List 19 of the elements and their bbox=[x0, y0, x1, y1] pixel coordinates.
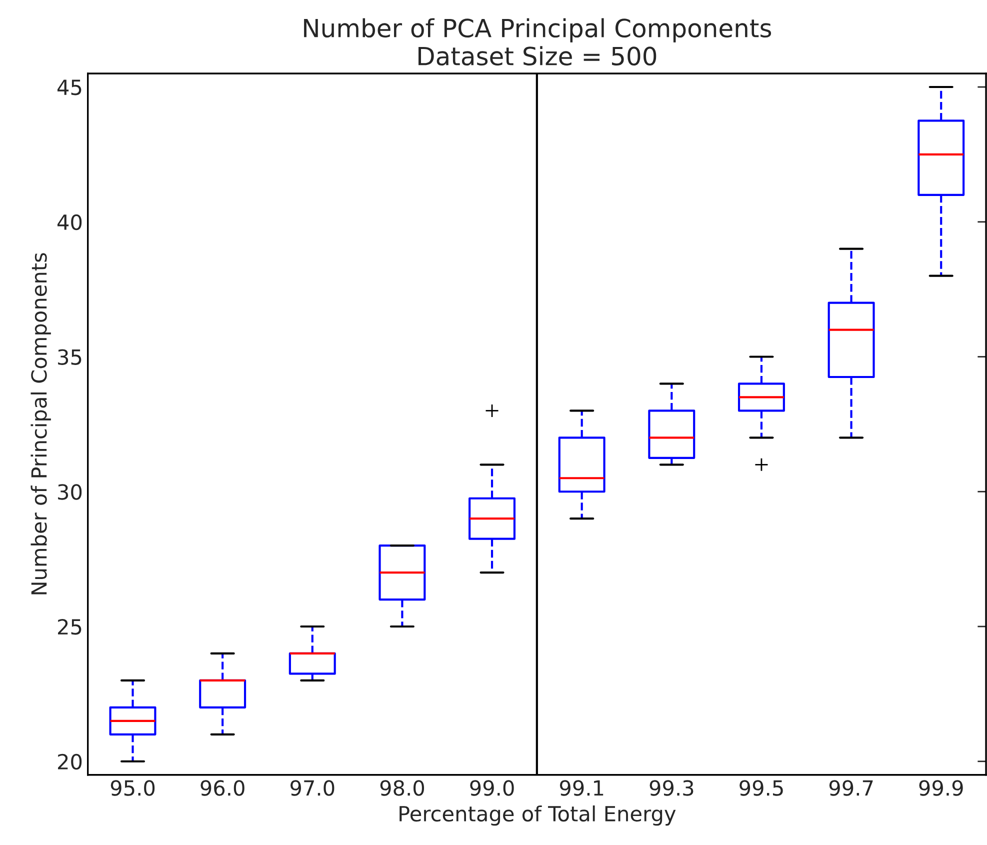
y-axis-title: Number of Principal Components bbox=[30, 253, 51, 594]
x-tick-label: 95.0 bbox=[110, 780, 155, 796]
y-tick-label: 20 bbox=[58, 754, 82, 770]
x-tick-label: 98.0 bbox=[380, 780, 424, 796]
x-tick-label: 99.3 bbox=[650, 780, 694, 796]
y-tick-label: 45 bbox=[57, 80, 82, 96]
x-tick-label: 99.7 bbox=[829, 780, 873, 796]
y-tick-label: 35 bbox=[58, 349, 82, 365]
x-tick-label: 99.1 bbox=[560, 780, 604, 796]
chart-title: Number of PCA Principal Components Dataset Size = 500 bbox=[304, 18, 772, 66]
x-axis-title: Percentage of Total Energy bbox=[400, 805, 676, 826]
y-tick-label: 40 bbox=[57, 214, 82, 230]
x-tick-label: 99.5 bbox=[740, 780, 783, 796]
x-tick-label: 99.9 bbox=[919, 780, 963, 796]
x-tick-label: 99.0 bbox=[470, 780, 514, 796]
x-tick-label: 96.0 bbox=[200, 780, 244, 796]
y-tick-label: 30 bbox=[58, 484, 82, 500]
y-tick-label: 25 bbox=[58, 618, 82, 635]
x-tick-label: 97.0 bbox=[290, 780, 334, 796]
